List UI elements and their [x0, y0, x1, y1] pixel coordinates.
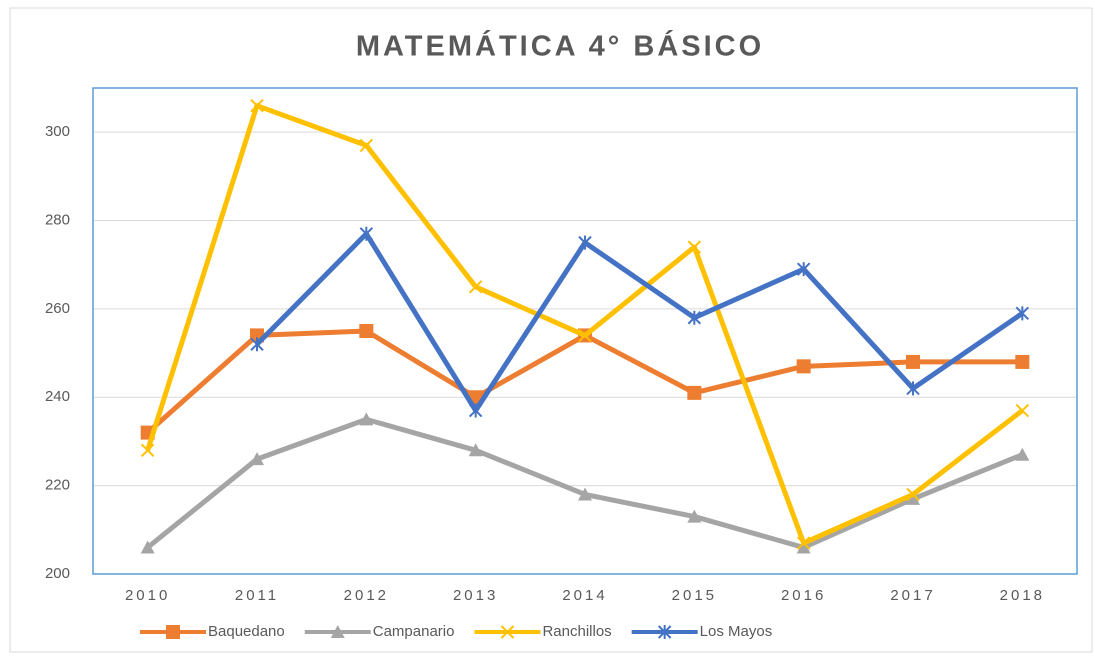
- x-tick-label: 2012: [344, 587, 389, 604]
- marker: [359, 226, 374, 241]
- x-tick-label: 2014: [562, 587, 607, 604]
- marker: [687, 310, 702, 325]
- legend-label: Campanario: [373, 623, 455, 640]
- legend-label: Baquedano: [208, 623, 285, 640]
- legend-label: Los Mayos: [700, 623, 773, 640]
- marker: [166, 625, 180, 639]
- y-tick-label: 220: [45, 477, 70, 494]
- marker: [687, 240, 702, 254]
- marker: [250, 452, 264, 466]
- marker: [1015, 354, 1030, 369]
- marker: [578, 235, 592, 250]
- marker: [140, 443, 155, 457]
- marker: [468, 280, 483, 294]
- marker: [657, 625, 672, 639]
- x-tick-label: 2018: [1000, 587, 1045, 604]
- y-tick-label: 300: [45, 123, 70, 140]
- marker: [250, 98, 264, 113]
- marker: [796, 359, 811, 374]
- y-tick-label: 280: [45, 212, 70, 229]
- x-tick-label: 2010: [125, 587, 170, 604]
- x-tick-label: 2011: [235, 587, 279, 604]
- marker: [468, 443, 483, 457]
- marker: [1015, 306, 1030, 321]
- y-tick-label: 260: [45, 300, 70, 317]
- marker: [796, 540, 811, 554]
- x-tick-label: 2016: [781, 587, 826, 604]
- marker: [906, 381, 920, 396]
- marker: [1015, 447, 1030, 461]
- marker: [250, 337, 264, 352]
- marker: [468, 403, 483, 418]
- y-tick-label: 240: [45, 388, 70, 405]
- chart-border: [9, 7, 1093, 653]
- marker: [1015, 403, 1030, 418]
- marker: [906, 354, 920, 369]
- marker: [687, 509, 702, 523]
- x-tick-label: 2015: [672, 587, 717, 604]
- chart-title: MATEMÁTICA 4° BÁSICO: [356, 29, 764, 63]
- marker: [906, 487, 920, 502]
- series-line: [255, 231, 1024, 414]
- marker: [359, 324, 374, 338]
- marker: [500, 625, 515, 639]
- x-tick-label: 2013: [453, 587, 498, 604]
- marker: [687, 385, 702, 400]
- marker: [578, 328, 592, 343]
- marker: [330, 625, 345, 638]
- marker: [359, 138, 374, 153]
- marker: [906, 491, 920, 505]
- marker: [796, 262, 811, 277]
- y-tick-label: 200: [45, 565, 70, 582]
- legend-label: Ranchillos: [542, 623, 611, 640]
- plot-border: [92, 87, 1078, 575]
- marker: [359, 412, 374, 426]
- marker: [578, 487, 592, 501]
- marker: [796, 536, 811, 550]
- marker: [140, 540, 155, 554]
- x-tick-label: 2017: [890, 587, 935, 604]
